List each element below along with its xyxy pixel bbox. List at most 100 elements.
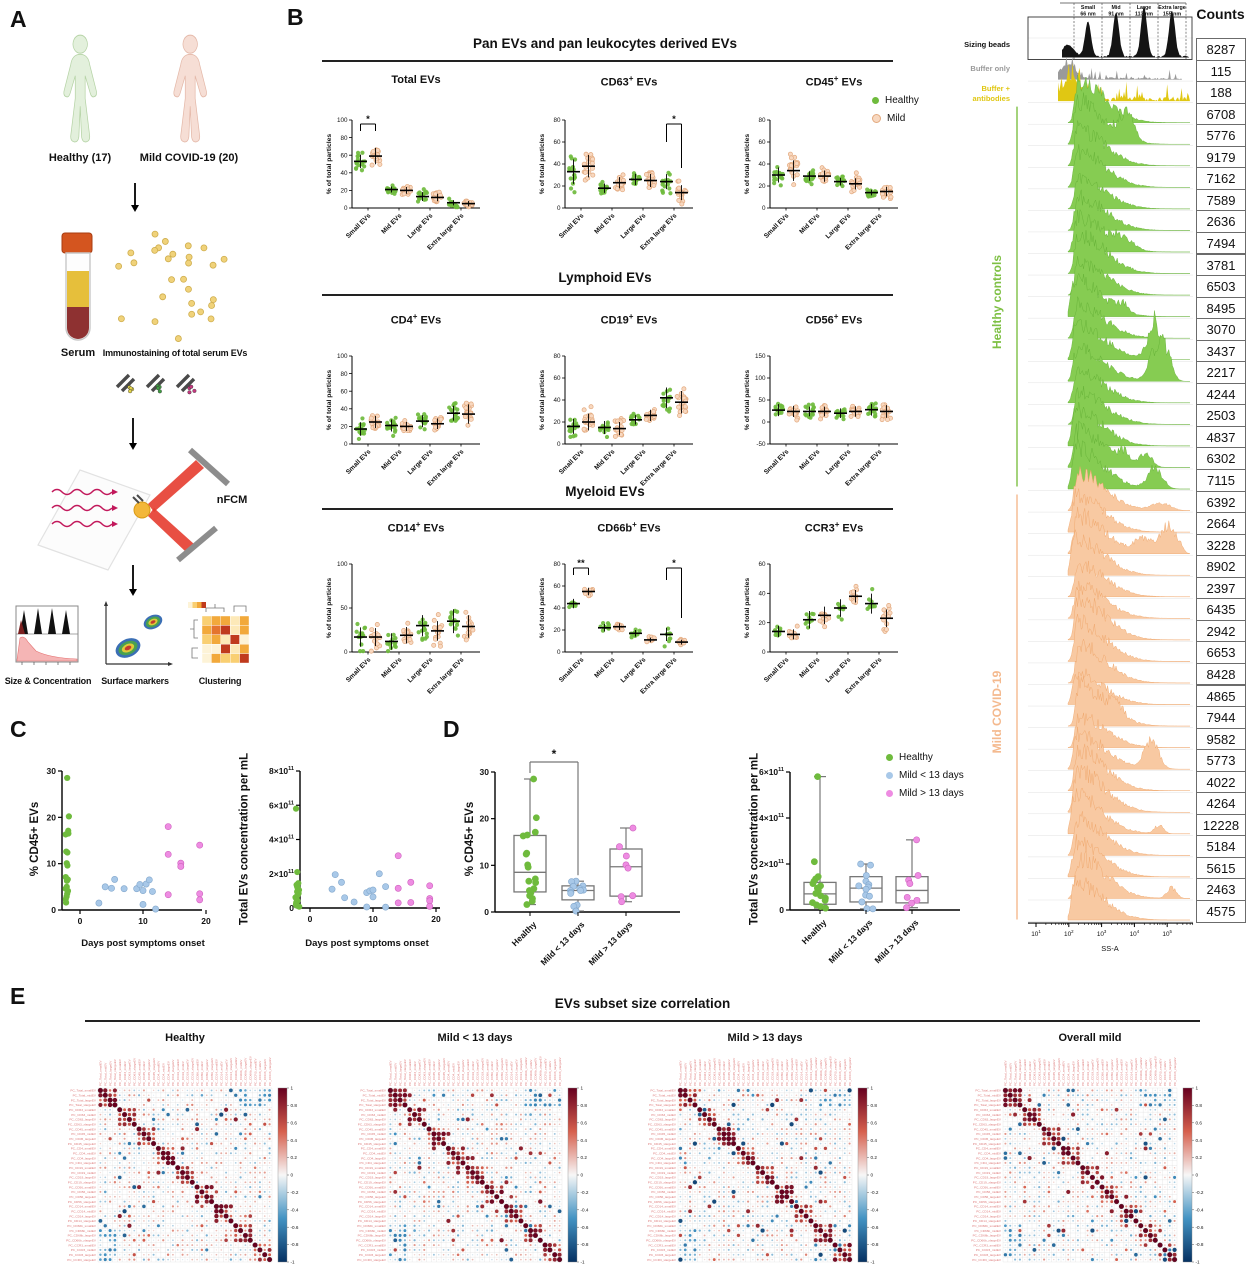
- svg-text:PC_CD56_smallEV: PC_CD56_smallEV: [359, 1185, 387, 1189]
- svg-text:PC_CD4_midEV: PC_CD4_midEV: [73, 1151, 97, 1155]
- svg-text:PC_CD63_midEV: PC_CD63_midEV: [703, 1060, 707, 1086]
- svg-text:6×1011: 6×1011: [269, 800, 294, 810]
- svg-text:PC_CCR3_largeEV: PC_CCR3_largeEV: [843, 1058, 847, 1086]
- svg-text:PC_CD66b_largeEV: PC_CD66b_largeEV: [68, 1234, 97, 1238]
- svg-text:0: 0: [484, 907, 489, 917]
- svg-text:PC_CCR3_smallEV: PC_CCR3_smallEV: [68, 1243, 96, 1247]
- count-cell: 4244: [1196, 382, 1246, 406]
- svg-text:20: 20: [553, 419, 561, 426]
- mild-covid-group-label: Mild COVID-19: [990, 670, 1004, 754]
- svg-text:Mid EVs: Mid EVs: [798, 656, 821, 679]
- svg-text:10: 10: [368, 914, 378, 924]
- svg-text:PC_CD63_xlargeEV: PC_CD63_xlargeEV: [132, 1057, 136, 1086]
- output-surface-markers-label: Surface markers: [101, 676, 169, 686]
- svg-text:*: *: [552, 747, 557, 761]
- svg-text:150: 150: [755, 353, 766, 360]
- svg-text:PC_CD66b_midEV: PC_CD66b_midEV: [70, 1229, 97, 1233]
- svg-text:PC_CD14_smallEV: PC_CD14_smallEV: [215, 1058, 219, 1086]
- svg-text:Small EVs: Small EVs: [558, 448, 586, 476]
- count-cell: 7162: [1196, 167, 1246, 190]
- corr-matrix-mild-lt13: PC_Total_smallEVPC_Total_smallEVPC_Total…: [356, 1055, 589, 1264]
- svg-text:PC_CD19_midEV: PC_CD19_midEV: [761, 1060, 765, 1086]
- svg-text:PC_CCR3_xlargeEV: PC_CCR3_xlargeEV: [357, 1258, 387, 1262]
- svg-text:0: 0: [78, 916, 83, 926]
- count-cell: 8902: [1196, 555, 1246, 578]
- svg-text:PC_CD14_xlargeEV: PC_CD14_xlargeEV: [358, 1219, 387, 1223]
- section-divider: [85, 1020, 1200, 1022]
- svg-text:20: 20: [553, 627, 561, 634]
- svg-text:PC_Total_smallEV: PC_Total_smallEV: [389, 1059, 393, 1086]
- svg-text:60: 60: [553, 375, 561, 382]
- svg-text:PC_CD63_largeEV: PC_CD63_largeEV: [359, 1118, 387, 1122]
- svg-text:0: 0: [557, 205, 561, 212]
- svg-text:PC_CD66b_largeEV: PC_CD66b_largeEV: [824, 1057, 828, 1086]
- svg-text:80: 80: [340, 135, 348, 142]
- svg-text:PC_CD14_largeEV: PC_CD14_largeEV: [224, 1058, 228, 1086]
- svg-text:50: 50: [758, 397, 766, 404]
- svg-text:PC_Total_smallEV: PC_Total_smallEV: [360, 1089, 387, 1093]
- svg-text:0: 0: [51, 905, 56, 915]
- svg-text:PC_CD19_smallEV: PC_CD19_smallEV: [176, 1058, 180, 1086]
- svg-text:20: 20: [431, 914, 441, 924]
- svg-text:20: 20: [758, 183, 766, 190]
- svg-text:60: 60: [758, 139, 766, 146]
- nfcm-label: nFCM: [216, 494, 248, 506]
- svg-text:PC_CD45_xlargeEV: PC_CD45_xlargeEV: [358, 1142, 387, 1146]
- svg-text:PC_CD56_largeEV: PC_CD56_largeEV: [69, 1195, 97, 1199]
- svg-text:100: 100: [755, 375, 766, 382]
- section-divider: [322, 508, 893, 510]
- svg-text:100: 100: [337, 117, 348, 124]
- svg-text:20: 20: [758, 620, 766, 627]
- svg-text:0: 0: [762, 205, 766, 212]
- panel-c-scatter-plots: 0 10 20 30 0 10 20 0 2×1011 4×1011 6×1011 8×1011 0 10…: [47, 766, 441, 926]
- svg-text:PC_Total_smallEV: PC_Total_smallEV: [70, 1089, 97, 1093]
- svg-text:60: 60: [758, 561, 766, 568]
- svg-text:PC_CD63_smallEV: PC_CD63_smallEV: [649, 1108, 677, 1112]
- svg-text:PC_Total_smallEV: PC_Total_smallEV: [650, 1089, 677, 1093]
- svg-text:PC_CD63_smallEV: PC_CD63_smallEV: [408, 1058, 412, 1086]
- svg-text:PC_CD14_smallEV: PC_CD14_smallEV: [359, 1205, 387, 1209]
- svg-text:PC_CD66b_smallEV: PC_CD66b_smallEV: [647, 1224, 677, 1228]
- svg-text:PC_Total_midEV: PC_Total_midEV: [363, 1093, 387, 1097]
- svg-text:*: *: [672, 114, 676, 125]
- svg-text:Small EVs: Small EVs: [558, 212, 586, 240]
- legend-item-mild: Mild: [872, 113, 905, 124]
- matrix-title-mild-lt13: Mild < 13 days: [437, 1032, 513, 1044]
- svg-text:PC_Total_xlargeEV: PC_Total_xlargeEV: [693, 1058, 697, 1086]
- svg-text:PC_CD14_midEV: PC_CD14_midEV: [651, 1209, 677, 1213]
- svg-text:PC_CD45_largeEV: PC_CD45_largeEV: [727, 1058, 731, 1086]
- svg-text:-0.4: -0.4: [291, 1207, 299, 1212]
- sizing-beads-label: Sizing beads: [964, 40, 1010, 49]
- svg-text:SS-A: SS-A: [1101, 944, 1119, 953]
- svg-text:*: *: [366, 114, 370, 125]
- svg-text:PC_CD63_xlargeEV: PC_CD63_xlargeEV: [648, 1122, 677, 1126]
- svg-text:PC_CD56_smallEV: PC_CD56_smallEV: [649, 1185, 677, 1189]
- legend-item-mild-gt13: Mild > 13 days: [886, 788, 964, 799]
- svg-text:0.4: 0.4: [291, 1138, 298, 1143]
- svg-text:PC_CD4_smallEV: PC_CD4_smallEV: [71, 1147, 97, 1151]
- svg-text:PC_CD19_midEV: PC_CD19_midEV: [651, 1171, 677, 1175]
- svg-text:Mid EVs: Mid EVs: [798, 448, 821, 471]
- svg-text:PC_CD4_smallEV: PC_CD4_smallEV: [157, 1060, 161, 1086]
- svg-text:PC_CD63_largeEV: PC_CD63_largeEV: [128, 1058, 132, 1086]
- svg-text:PC_CD56_midEV: PC_CD56_midEV: [71, 1190, 97, 1194]
- svg-text:PC_CCR3_xlargeEV: PC_CCR3_xlargeEV: [67, 1258, 97, 1262]
- svg-text:PC_CD14_largeEV: PC_CD14_largeEV: [804, 1058, 808, 1086]
- svg-text:PC_CD63_midEV: PC_CD63_midEV: [651, 1113, 677, 1117]
- svg-text:PC_CD4_largeEV: PC_CD4_largeEV: [651, 1156, 677, 1160]
- buffer-antibodies-label: Buffer +: [981, 84, 1010, 93]
- svg-text:PC_CD4_smallEV: PC_CD4_smallEV: [651, 1147, 677, 1151]
- svg-text:PC_CD45_xlargeEV: PC_CD45_xlargeEV: [442, 1057, 446, 1086]
- count-cell: 6503: [1196, 275, 1246, 298]
- svg-text:PC_CD14_midEV: PC_CD14_midEV: [361, 1209, 387, 1213]
- svg-text:PC_CD56_xlargeEV: PC_CD56_xlargeEV: [790, 1057, 794, 1086]
- svg-text:Small EVs: Small EVs: [763, 212, 791, 240]
- svg-text:PC_CD45_smallEV: PC_CD45_smallEV: [649, 1127, 677, 1131]
- svg-text:PC_CD56_smallEV: PC_CD56_smallEV: [775, 1058, 779, 1086]
- svg-text:PC_CCR3_xlargeEV: PC_CCR3_xlargeEV: [268, 1056, 272, 1086]
- svg-text:PC_CD4_midEV: PC_CD4_midEV: [451, 1062, 455, 1086]
- svg-text:PC_CD19_xlargeEV: PC_CD19_xlargeEV: [770, 1057, 774, 1086]
- legend-item-healthy: Healthy: [886, 752, 933, 763]
- svg-text:PC_CD4_xlargeEV: PC_CD4_xlargeEV: [650, 1161, 677, 1165]
- svg-text:100: 100: [337, 561, 348, 568]
